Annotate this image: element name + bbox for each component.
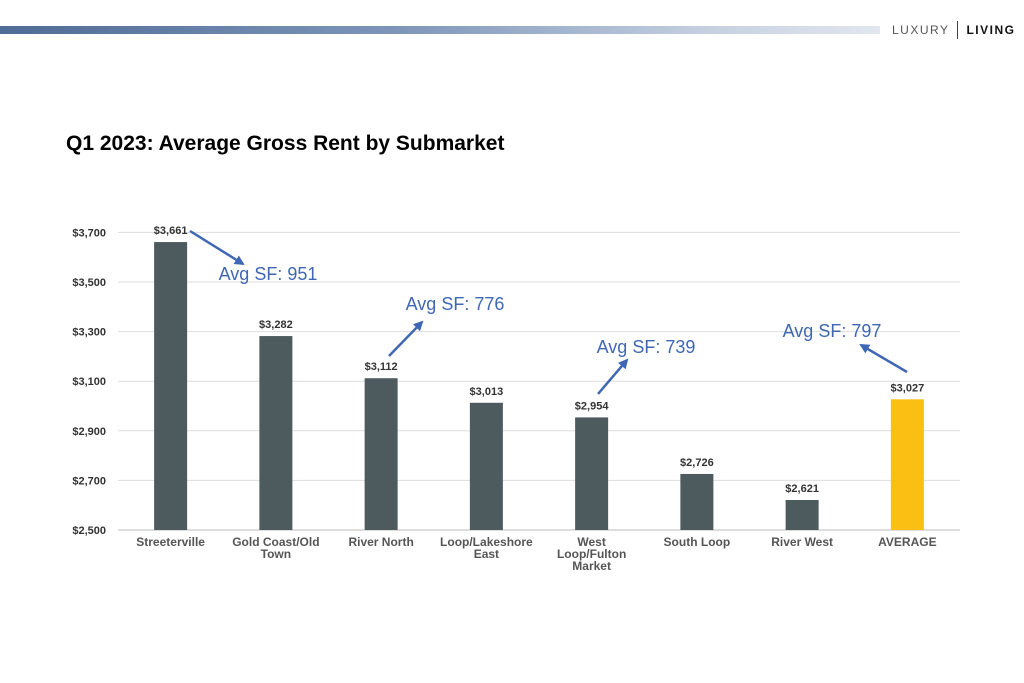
y-tick-label: $2,700 [72, 475, 106, 487]
x-tick-label: Gold Coast/Old [232, 535, 319, 549]
annotation-label: Avg SF: 797 [783, 321, 882, 341]
bar [785, 499, 819, 530]
x-tick-label: South Loop [664, 535, 731, 549]
data-label: $2,726 [680, 457, 714, 469]
data-label: $3,027 [891, 382, 925, 394]
annotation-arrow [388, 320, 424, 357]
brand-living-text: LIVING [966, 23, 1016, 37]
bar [154, 242, 188, 530]
bar [259, 336, 293, 530]
x-tick-label: AVERAGE [878, 535, 936, 549]
bar [890, 399, 924, 530]
annotation-label: Avg SF: 739 [597, 337, 696, 357]
x-tick-label: River West [771, 535, 833, 549]
data-label: $3,013 [470, 386, 504, 398]
bar [680, 473, 714, 530]
annotation-arrow [189, 229, 245, 266]
bar [469, 402, 503, 530]
grid-lines [118, 231, 960, 531]
annotation-label: Avg SF: 776 [406, 294, 505, 314]
chart-title: Q1 2023: Average Gross Rent by Submarket [66, 132, 505, 155]
x-tick-label: River North [348, 535, 413, 549]
annotation-arrow [597, 358, 629, 395]
data-label: $2,954 [575, 400, 610, 412]
data-label: $3,112 [365, 361, 398, 373]
y-tick-label: $2,500 [72, 525, 106, 537]
data-label: $3,282 [259, 319, 293, 331]
value-labels: $3,661 $3,282 $3,112 $3,013 $2,954 $2,726 $2,6… [154, 225, 924, 495]
y-axis: $2,500 $2,700 $2,900 $3,100 $3,300 $3,500 $3,7… [72, 227, 106, 537]
y-tick-label: $3,500 [72, 277, 106, 289]
y-tick-label: $3,300 [72, 327, 106, 339]
bar [575, 417, 609, 530]
bar [364, 378, 398, 530]
annotations: Avg SF: 951 Avg SF: 776 Avg SF: 739 Avg SF:… [189, 229, 908, 395]
y-tick-label: $3,100 [72, 376, 106, 388]
y-tick-label: $2,900 [72, 426, 106, 438]
x-tick-label: West [577, 535, 605, 549]
y-tick-label: $3,700 [72, 227, 106, 239]
brand-logo: LUXURY LIVING [892, 21, 1015, 39]
data-label: $3,661 [154, 225, 188, 237]
x-tick-label: Loop/Lakeshore [440, 535, 533, 549]
bars [154, 242, 924, 530]
x-tick-label: Town [261, 547, 291, 561]
header-accent-bar [0, 26, 880, 34]
x-tick-label: Loop/Fulton [557, 547, 626, 561]
brand-luxury-text: LUXURY [892, 23, 950, 37]
x-tick-label: East [474, 547, 499, 561]
x-tick-label: Streeterville [136, 535, 205, 549]
x-tick-label: Market [572, 559, 611, 573]
annotation-label: Avg SF: 951 [219, 264, 318, 284]
data-label: $2,621 [785, 483, 819, 495]
annotation-arrow [859, 343, 908, 374]
brand-divider [957, 21, 959, 39]
